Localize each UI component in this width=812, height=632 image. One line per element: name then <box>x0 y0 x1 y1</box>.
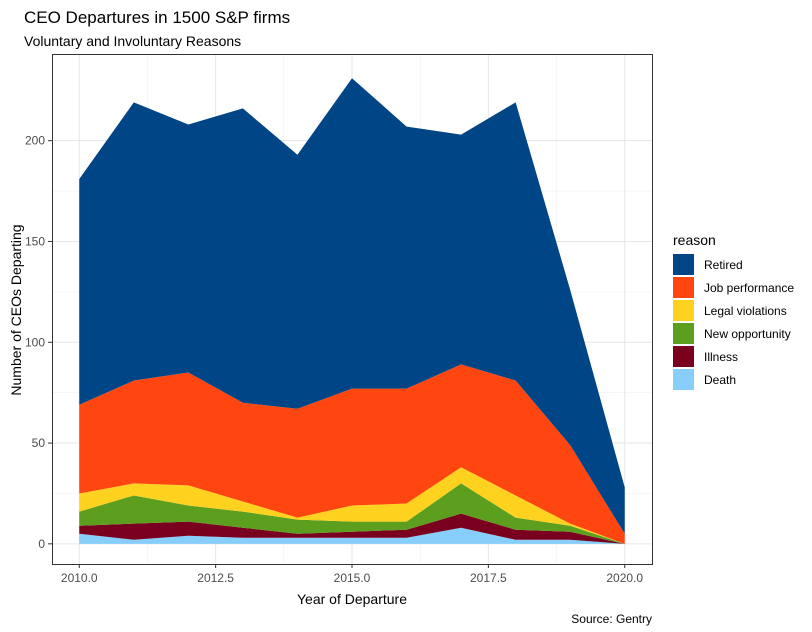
legend-label: Retired <box>704 257 743 272</box>
legend-swatch <box>673 346 694 367</box>
y-tick-label: 200 <box>25 134 45 148</box>
legend-label: Job performance <box>704 280 795 295</box>
y-tick-label: 100 <box>25 335 45 349</box>
area-job-performance <box>79 364 625 544</box>
y-tick-label: 50 <box>32 436 46 450</box>
x-axis-label: Year of Departure <box>297 591 407 607</box>
legend-label: Legal violations <box>704 303 787 318</box>
area-illness <box>79 513 625 544</box>
legend-swatch <box>673 254 694 275</box>
legend-label: Illness <box>704 349 739 364</box>
x-tick-label: 2010.0 <box>61 571 98 585</box>
legend-item: Retired <box>673 253 794 276</box>
legend-swatch <box>673 323 694 344</box>
x-tick-label: 2017.5 <box>470 571 507 585</box>
area-retired <box>79 78 625 534</box>
legend-items: Retired Job performance Legal violations Ne… <box>673 253 794 391</box>
legend-label: Death <box>704 372 737 387</box>
x-tick-label: 2015.0 <box>334 571 371 585</box>
legend-swatch <box>673 300 694 321</box>
area-death <box>79 527 625 544</box>
legend-item: Legal violations <box>673 299 794 322</box>
legend-label: New opportunity <box>704 326 791 341</box>
y-tick-label: 150 <box>25 234 45 248</box>
area-new-opportunity <box>79 483 625 544</box>
legend-swatch <box>673 277 694 298</box>
area-series <box>79 78 625 544</box>
legend: reason Retired Job performance Legal viola… <box>673 232 794 391</box>
x-tick-label: 2012.5 <box>197 571 234 585</box>
x-tick-label: 2020.0 <box>606 571 643 585</box>
chart-caption: Source: Gentry <box>571 612 652 626</box>
chart-subtitle: Voluntary and Involuntary Reasons <box>24 33 242 49</box>
chart-title: CEO Departures in 1500 S&P firms <box>24 8 291 27</box>
legend-item: New opportunity <box>673 322 794 345</box>
legend-title: reason <box>673 232 716 248</box>
legend-item: Death <box>673 368 794 391</box>
y-tick-label: 0 <box>38 537 45 551</box>
legend-item: Illness <box>673 345 794 368</box>
area-legal-violations <box>79 467 625 544</box>
y-axis-label: Number of CEOs Departing <box>8 224 24 396</box>
axis-ticks: 2010.0 2012.5 2015.0 2017.5 2020.0 0 50 100 150 2… <box>25 134 643 585</box>
legend-item: Job performance <box>673 276 794 299</box>
legend-swatch <box>673 369 694 390</box>
